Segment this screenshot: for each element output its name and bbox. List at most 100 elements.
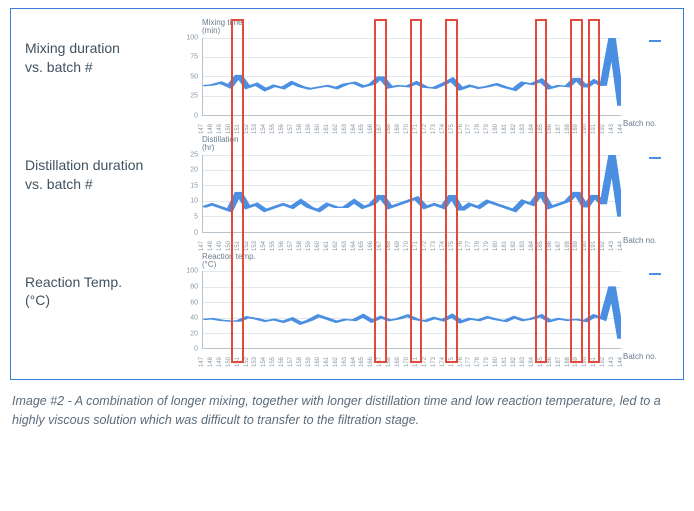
y-tick-label: 100: [186, 268, 198, 275]
y-tick-label: 60: [190, 299, 198, 306]
x-tick-label: 171: [413, 241, 419, 251]
x-tick-label: 191: [591, 241, 597, 251]
x-tick-label: 191: [591, 124, 597, 134]
x-tick-label: 169: [395, 241, 401, 251]
y-tick-label: 15: [190, 182, 198, 189]
x-tick-label: 192: [600, 241, 606, 251]
y-tick-label: 20: [190, 167, 198, 174]
x-tick-label: 174: [440, 357, 446, 367]
legend-dash-icon: [649, 273, 661, 275]
x-tick-label: 191: [591, 357, 597, 367]
x-tick-label: 143: [609, 124, 615, 134]
x-tick-label: 157: [288, 241, 294, 251]
x-tick-label: 181: [502, 357, 508, 367]
y-tick-label: 25: [190, 151, 198, 158]
y-tick-label: 0: [194, 346, 198, 353]
y-ticks: 020406080100: [180, 271, 200, 349]
x-tick-label: 154: [261, 241, 267, 251]
x-tick-label: 171: [413, 124, 419, 134]
x-tick-label: 177: [466, 124, 472, 134]
x-tick-label: 161: [324, 241, 330, 251]
x-tick-label: 150: [226, 124, 232, 134]
chart-card: Mixing durationvs. batch #Mixing time(mi…: [10, 8, 684, 380]
x-tick-label: 161: [324, 357, 330, 367]
x-tick-label: 179: [484, 124, 490, 134]
x-tick-label: 184: [529, 241, 535, 251]
x-tick-label: 181: [502, 124, 508, 134]
x-tick-label: 159: [306, 357, 312, 367]
x-tick-label: 158: [297, 241, 303, 251]
x-tick-label: 183: [520, 357, 526, 367]
x-tick-label: 190: [582, 357, 588, 367]
x-tick-label: 160: [315, 124, 321, 134]
x-tick-label: 166: [368, 241, 374, 251]
x-tick-label: 152: [244, 241, 250, 251]
x-tick-label: 164: [351, 124, 357, 134]
x-tick-label: 187: [556, 357, 562, 367]
y-tick-label: 40: [190, 315, 198, 322]
chart-column: Distillation(hr)051015202514714814915015…: [180, 136, 669, 247]
y-tick-label: 0: [194, 229, 198, 236]
x-tick-label: 158: [297, 357, 303, 367]
x-tick-label: 170: [404, 357, 410, 367]
x-tick-label: 177: [466, 357, 472, 367]
chart-y-title: Mixing time(min): [202, 19, 669, 36]
x-tick-label: 179: [484, 357, 490, 367]
x-ticks: 1471481491501511521531541551561571581591…: [202, 233, 621, 247]
x-tick-label: 178: [475, 241, 481, 251]
x-tick-label: 165: [359, 241, 365, 251]
x-tick-label: 164: [351, 357, 357, 367]
x-tick-label: 157: [288, 124, 294, 134]
x-tick-label: 151: [235, 124, 241, 134]
x-tick-label: 160: [315, 357, 321, 367]
x-tick-label: 169: [395, 357, 401, 367]
x-tick-label: 176: [458, 124, 464, 134]
x-tick-label: 170: [404, 241, 410, 251]
x-tick-label: 150: [226, 241, 232, 251]
x-tick-label: 153: [252, 124, 258, 134]
x-tick-label: 180: [493, 124, 499, 134]
x-tick-label: 174: [440, 124, 446, 134]
x-tick-label: 183: [520, 124, 526, 134]
x-tick-label: 186: [547, 124, 553, 134]
x-tick-label: 189: [573, 124, 579, 134]
chart-panel: Mixing durationvs. batch #Mixing time(mi…: [25, 19, 669, 130]
x-tick-label: 165: [359, 124, 365, 134]
x-tick-label: 150: [226, 357, 232, 367]
x-tick-label: 185: [538, 357, 544, 367]
x-tick-label: 173: [431, 241, 437, 251]
x-tick-label: 173: [431, 124, 437, 134]
x-tick-label: 158: [297, 124, 303, 134]
x-tick-label: 182: [511, 241, 517, 251]
panel-wrap: Mixing durationvs. batch #Mixing time(mi…: [25, 19, 669, 363]
x-tick-label: 189: [573, 241, 579, 251]
x-tick-label: 159: [306, 241, 312, 251]
x-ticks: 1471481491501511521531541551561571581591…: [202, 116, 621, 130]
x-tick-label: 178: [475, 124, 481, 134]
x-tick-label: 143: [609, 357, 615, 367]
x-tick-label: 172: [422, 357, 428, 367]
y-tick-label: 25: [190, 93, 198, 100]
x-tick-label: 167: [377, 124, 383, 134]
chart-area: 0510152025147148149150151152153154155156…: [180, 155, 669, 247]
x-tick-label: 192: [600, 124, 606, 134]
chart-panel: Distillation durationvs. batch #Distilla…: [25, 136, 669, 247]
x-tick-label: 168: [386, 357, 392, 367]
x-tick-label: 157: [288, 357, 294, 367]
x-tick-label: 176: [458, 241, 464, 251]
x-tick-label: 167: [377, 241, 383, 251]
x-tick-label: 189: [573, 357, 579, 367]
x-tick-label: 182: [511, 124, 517, 134]
x-tick-label: 186: [547, 357, 553, 367]
x-tick-label: 166: [368, 357, 374, 367]
x-tick-label: 180: [493, 357, 499, 367]
x-tick-label: 168: [386, 124, 392, 134]
chart-area: 0204060801001471481491501511521531541551…: [180, 271, 669, 363]
x-tick-label: 147: [199, 241, 205, 251]
panel-label: Distillation durationvs. batch #: [25, 136, 180, 194]
y-tick-label: 5: [194, 213, 198, 220]
x-tick-label: 161: [324, 124, 330, 134]
x-tick-label: 152: [244, 124, 250, 134]
x-tick-label: 148: [208, 124, 214, 134]
x-tick-label: 182: [511, 357, 517, 367]
